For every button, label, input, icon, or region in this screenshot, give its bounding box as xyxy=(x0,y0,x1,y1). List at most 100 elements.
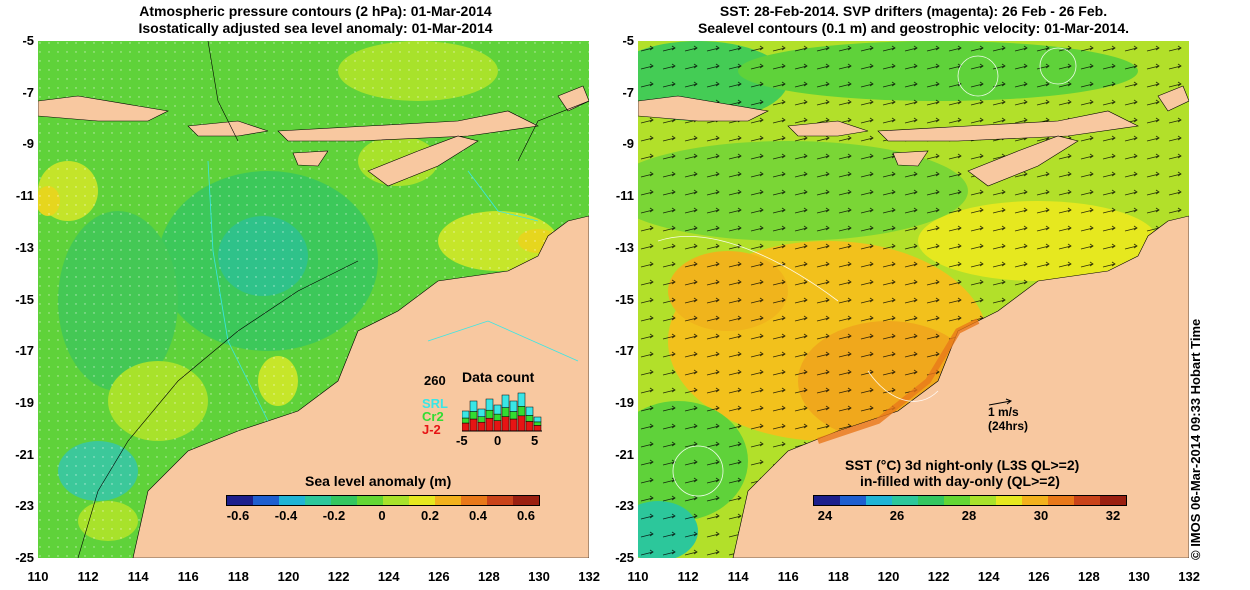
data-count-bar xyxy=(533,416,542,423)
longitude-tick-label: 110 xyxy=(627,569,649,584)
latitude-tick-label: -15 xyxy=(15,291,34,307)
right-colorbar-segment xyxy=(1074,496,1100,505)
latitude-tick-label: -9 xyxy=(622,136,634,152)
left-title-line2: Isostatically adjusted sea level anomaly… xyxy=(138,20,493,36)
left-colorbar-tick-label: -0.2 xyxy=(322,508,346,523)
sst-map xyxy=(638,41,1189,558)
imos-watermark: © IMOS 06-Mar-2014 09:33 Hobart Time xyxy=(1188,318,1203,560)
left-colorbar xyxy=(226,495,540,506)
right-colorbar-segment xyxy=(892,496,918,505)
data-count-bar xyxy=(462,422,470,432)
data-count-bar xyxy=(469,400,478,412)
data-count-legend-item: J-2 xyxy=(422,422,441,437)
left-title: Atmospheric pressure contours (2 hPa): 0… xyxy=(40,3,591,37)
left-colorbar-segment xyxy=(461,496,487,505)
right-colorbar-tick-label: 28 xyxy=(961,508,977,523)
right-colorbar-segment xyxy=(944,496,970,505)
data-count-bar xyxy=(493,420,502,432)
latitude-tick-label: -5 xyxy=(622,33,634,48)
scale-arrow-label: 1 m/s xyxy=(988,405,1019,419)
left-colorbar-segment xyxy=(279,496,305,505)
longitude-tick-label: 130 xyxy=(528,569,550,584)
data-count-legend-item: SRL xyxy=(422,396,448,411)
latitude-tick-label: -25 xyxy=(15,550,34,565)
longitude-tick-label: 114 xyxy=(127,569,149,584)
longitude-tick-label: 118 xyxy=(827,569,849,584)
data-count-bar xyxy=(509,418,518,432)
data-count-x-tick: -5 xyxy=(456,433,468,448)
data-count-bar xyxy=(477,416,486,423)
latitude-tick-label: -19 xyxy=(15,394,34,410)
data-count-bar xyxy=(509,411,518,420)
islands xyxy=(38,85,589,187)
latitude-tick-label: -5 xyxy=(22,33,34,48)
data-count-bar xyxy=(501,394,510,408)
longitude-tick-label: 120 xyxy=(277,569,300,584)
longitude-tick-label: 128 xyxy=(478,569,500,584)
left-colorbar-segment xyxy=(357,496,383,505)
left-colorbar-tick-label: 0 xyxy=(378,508,386,523)
latitude-tick-label: -23 xyxy=(615,498,634,514)
data-count-bar xyxy=(462,410,470,419)
longitude-tick-label: 132 xyxy=(1178,569,1200,584)
scale-arrow-icon xyxy=(988,398,1013,406)
left-title-line1: Atmospheric pressure contours (2 hPa): 0… xyxy=(139,3,492,19)
latitude-tick-label: -13 xyxy=(15,239,34,255)
latitude-tick-label: -7 xyxy=(22,84,34,100)
longitude-tick-label: 124 xyxy=(977,569,1000,584)
left-colorbar-tick-label: 0.6 xyxy=(516,508,536,523)
data-count-bar xyxy=(477,408,486,417)
data-count-title: Data count xyxy=(462,369,535,385)
latitude-tick-label: -17 xyxy=(15,343,34,359)
left-colorbar-tick-label: -0.6 xyxy=(226,508,250,523)
longitude-tick-label: 112 xyxy=(677,569,699,584)
left-colorbar-tick-label: -0.4 xyxy=(274,508,298,523)
right-colorbar-segment xyxy=(1022,496,1048,505)
right-colorbar-segment xyxy=(996,496,1022,505)
longitude-tick-label: 132 xyxy=(578,569,600,584)
latitude-tick-label: -13 xyxy=(615,239,634,255)
left-colorbar-segment xyxy=(305,496,331,505)
left-colorbar-segment xyxy=(409,496,435,505)
left-colorbar-segment xyxy=(513,496,539,505)
data-count-bar xyxy=(493,413,502,421)
data-count-bar xyxy=(517,406,526,417)
warm-coastal-band xyxy=(817,318,980,444)
data-count-x-tick: 5 xyxy=(531,433,539,448)
longitude-tick-label: 130 xyxy=(1128,569,1150,584)
longitude-tick-label: 110 xyxy=(27,569,49,584)
data-count-bar xyxy=(469,411,478,420)
data-count-max: 260 xyxy=(424,373,446,388)
right-colorbar-segment xyxy=(918,496,944,505)
data-count-legend-item: Cr2 xyxy=(422,409,444,424)
longitude-tick-label: 116 xyxy=(777,569,799,584)
latitude-tick-label: -19 xyxy=(615,394,634,410)
data-count-bar xyxy=(525,415,534,422)
longitude-tick-label: 120 xyxy=(877,569,900,584)
islands-sst xyxy=(638,85,1189,187)
data-count-bar xyxy=(533,421,542,426)
sealevel-contours xyxy=(657,47,1077,497)
data-count-bar xyxy=(485,398,494,411)
data-count-x-tick: 0 xyxy=(494,433,502,448)
data-count-bar xyxy=(517,392,526,407)
data-count-bar xyxy=(493,404,502,415)
latitude-tick-label: -23 xyxy=(15,498,34,514)
right-colorbar-title-line1: SST (°C) 3d night-only (L3S QL>=2) xyxy=(845,457,1080,473)
longitude-tick-label: 122 xyxy=(927,569,950,584)
data-count-bar xyxy=(501,416,510,432)
sst-map-svg xyxy=(638,41,1189,558)
longitude-tick-label: 126 xyxy=(1027,569,1050,584)
left-colorbar-segment xyxy=(227,496,253,505)
data-count-chart xyxy=(462,392,542,432)
sea-level-map-svg xyxy=(38,41,589,558)
left-colorbar-segment xyxy=(435,496,461,505)
longitude-tick-label: 126 xyxy=(427,569,450,584)
longitude-tick-label: 116 xyxy=(177,569,199,584)
data-count-bar xyxy=(485,409,494,419)
latitude-tick-label: -15 xyxy=(615,291,634,307)
longitude-tick-label: 114 xyxy=(727,569,749,584)
longitude-tick-label: 124 xyxy=(377,569,400,584)
left-colorbar-segment xyxy=(253,496,279,505)
left-colorbar-segment xyxy=(487,496,513,505)
